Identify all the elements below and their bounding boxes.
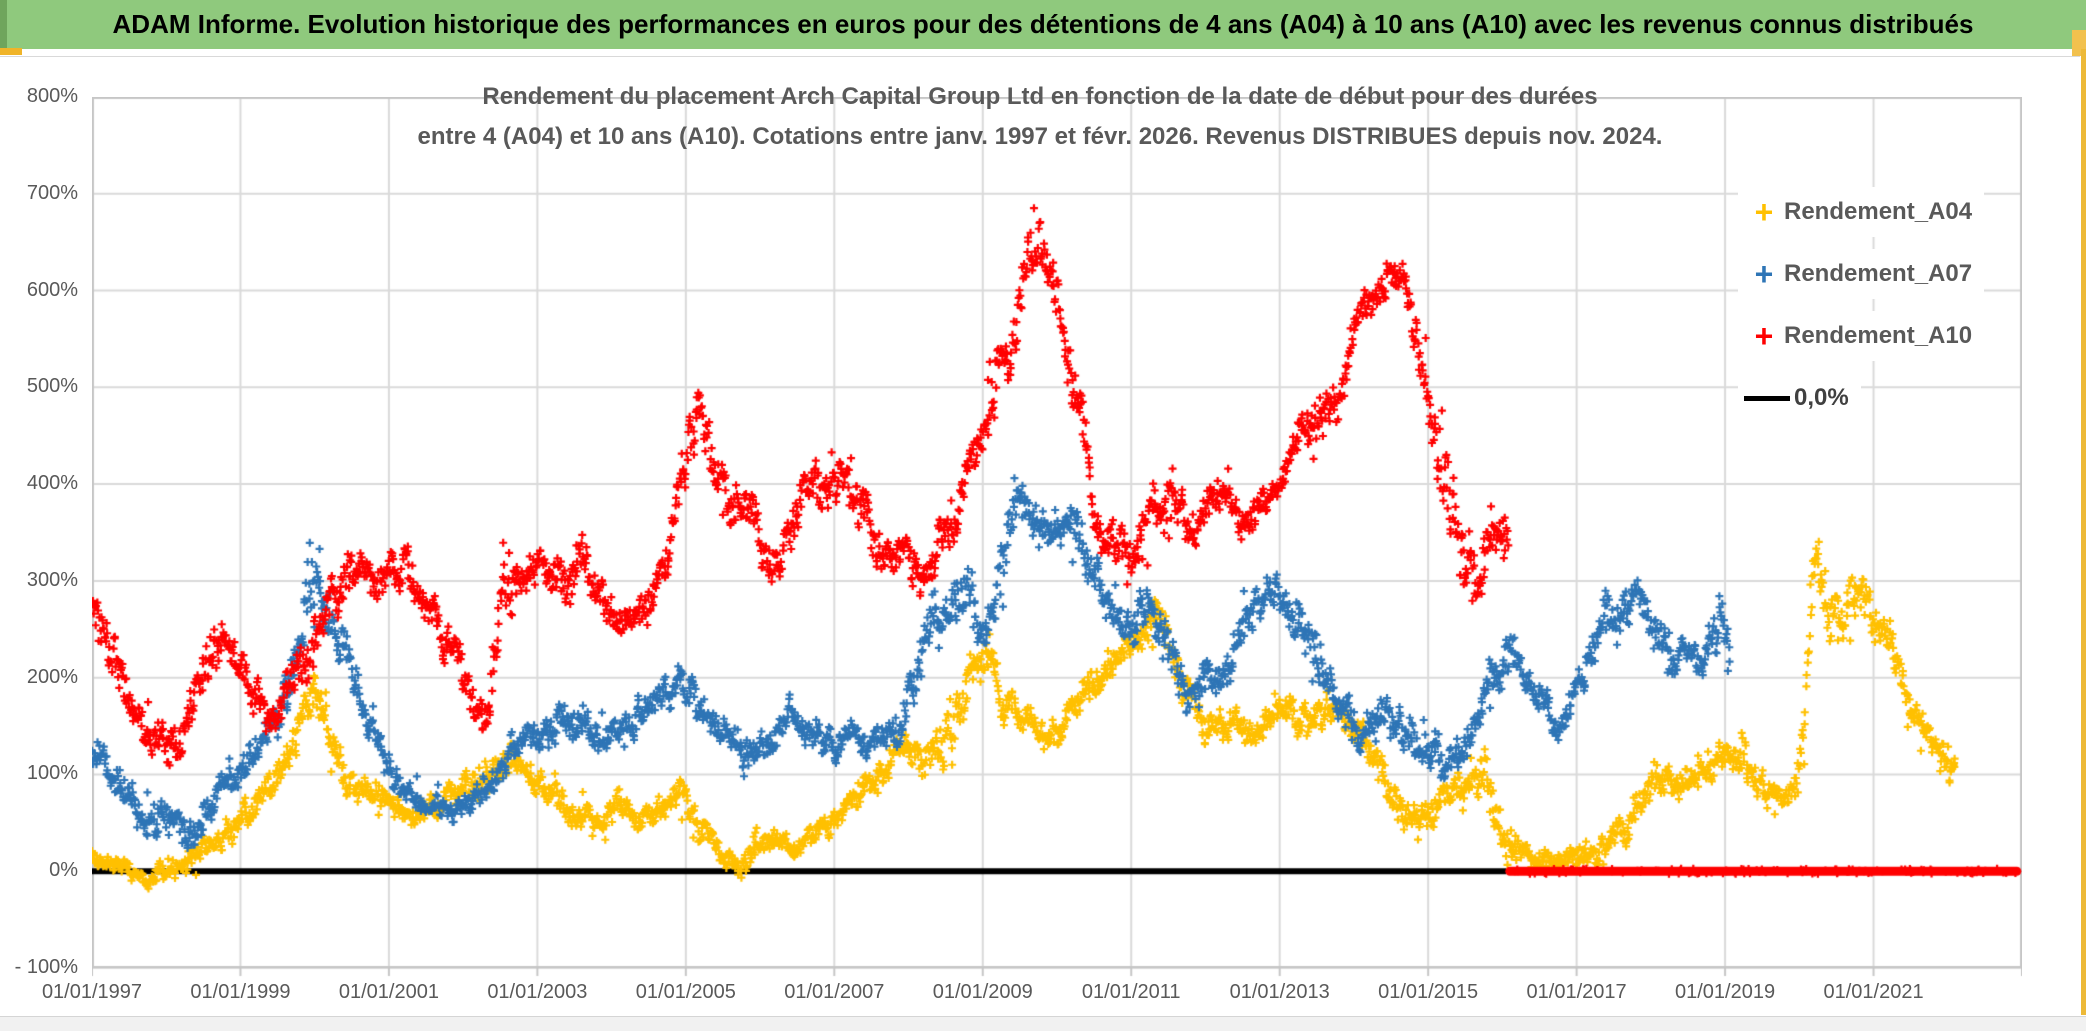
x-axis-tick: 01/01/2001 [338,981,439,1003]
plot-area[interactable] [92,97,2022,977]
y-axis-tick: 100% [26,762,78,785]
legend-item-rendement-a04[interactable]: + Rendement_A04 [1738,187,1985,237]
x-axis-tick: 01/01/2011 [1081,981,1181,1003]
chart-title: Rendement du placement Arch Capital Grou… [0,77,2080,157]
chart-region: Rendement du placement Arch Capital Grou… [0,56,2080,1017]
legend-label: Rendement_A10 [1784,322,1973,349]
chart-title-line2: entre 4 (A04) et 10 ans (A10). Cotations… [417,123,1663,150]
plus-marker-icon: + [1754,256,1774,292]
y-axis-tick: 600% [26,278,78,301]
window-bottom-edge [0,1016,2086,1031]
y-axis-tick: 400% [26,472,78,495]
report-title: ADAM Informe. Evolution historique des p… [112,9,1974,39]
y-axis-tick: 500% [26,375,78,398]
gold-right-edge-accent [2081,49,2086,1015]
report-title-bar: ADAM Informe. Evolution historique des p… [0,0,2086,49]
legend-item-rendement-a10[interactable]: + Rendement_A10 [1738,311,1985,361]
x-axis-tick: 01/01/2003 [487,981,588,1003]
x-axis-tick: 01/01/2017 [1526,981,1627,1003]
y-axis-tick: 0% [49,859,78,882]
legend-label: Rendement_A04 [1784,198,1973,225]
legend-item-0-0-[interactable]: 0,0% [1738,373,1861,423]
legend-label: Rendement_A07 [1784,260,1973,287]
x-axis-tick: 01/01/2019 [1675,981,1776,1003]
plus-marker-icon: + [1754,194,1774,230]
legend-item-rendement-a07[interactable]: + Rendement_A07 [1738,249,1985,299]
header-left-edge-accent [0,0,7,49]
plus-marker-icon: + [1754,318,1774,354]
y-axis-tick: 300% [26,568,78,591]
x-axis-tick: 01/01/2005 [635,981,736,1003]
y-axis-tick: 200% [26,665,78,688]
y-axis-tick: - 100% [14,956,78,978]
y-axis-tick: 700% [26,181,78,204]
x-axis-tick: 01/01/1997 [41,981,143,1003]
x-axis-tick: 01/01/2009 [932,981,1033,1003]
x-axis-tick: 01/01/2021 [1823,981,1924,1003]
x-axis-tick: 01/01/2007 [784,981,885,1003]
chart-legend: + Rendement_A04 + Rendement_A07 + Rendement_A… [1738,187,1985,435]
x-axis-tick: 01/01/1999 [190,981,291,1003]
chart-title-line1: Rendement du placement Arch Capital Grou… [482,83,1598,110]
legend-label: 0,0% [1794,384,1849,411]
y-axis-tick: 800% [26,85,78,107]
x-axis-tick: 01/01/2015 [1378,981,1479,1003]
zero-line-swatch-icon [1744,395,1790,401]
gold-corner-left-accent [0,48,22,55]
x-axis-tick: 01/01/2013 [1229,981,1330,1003]
